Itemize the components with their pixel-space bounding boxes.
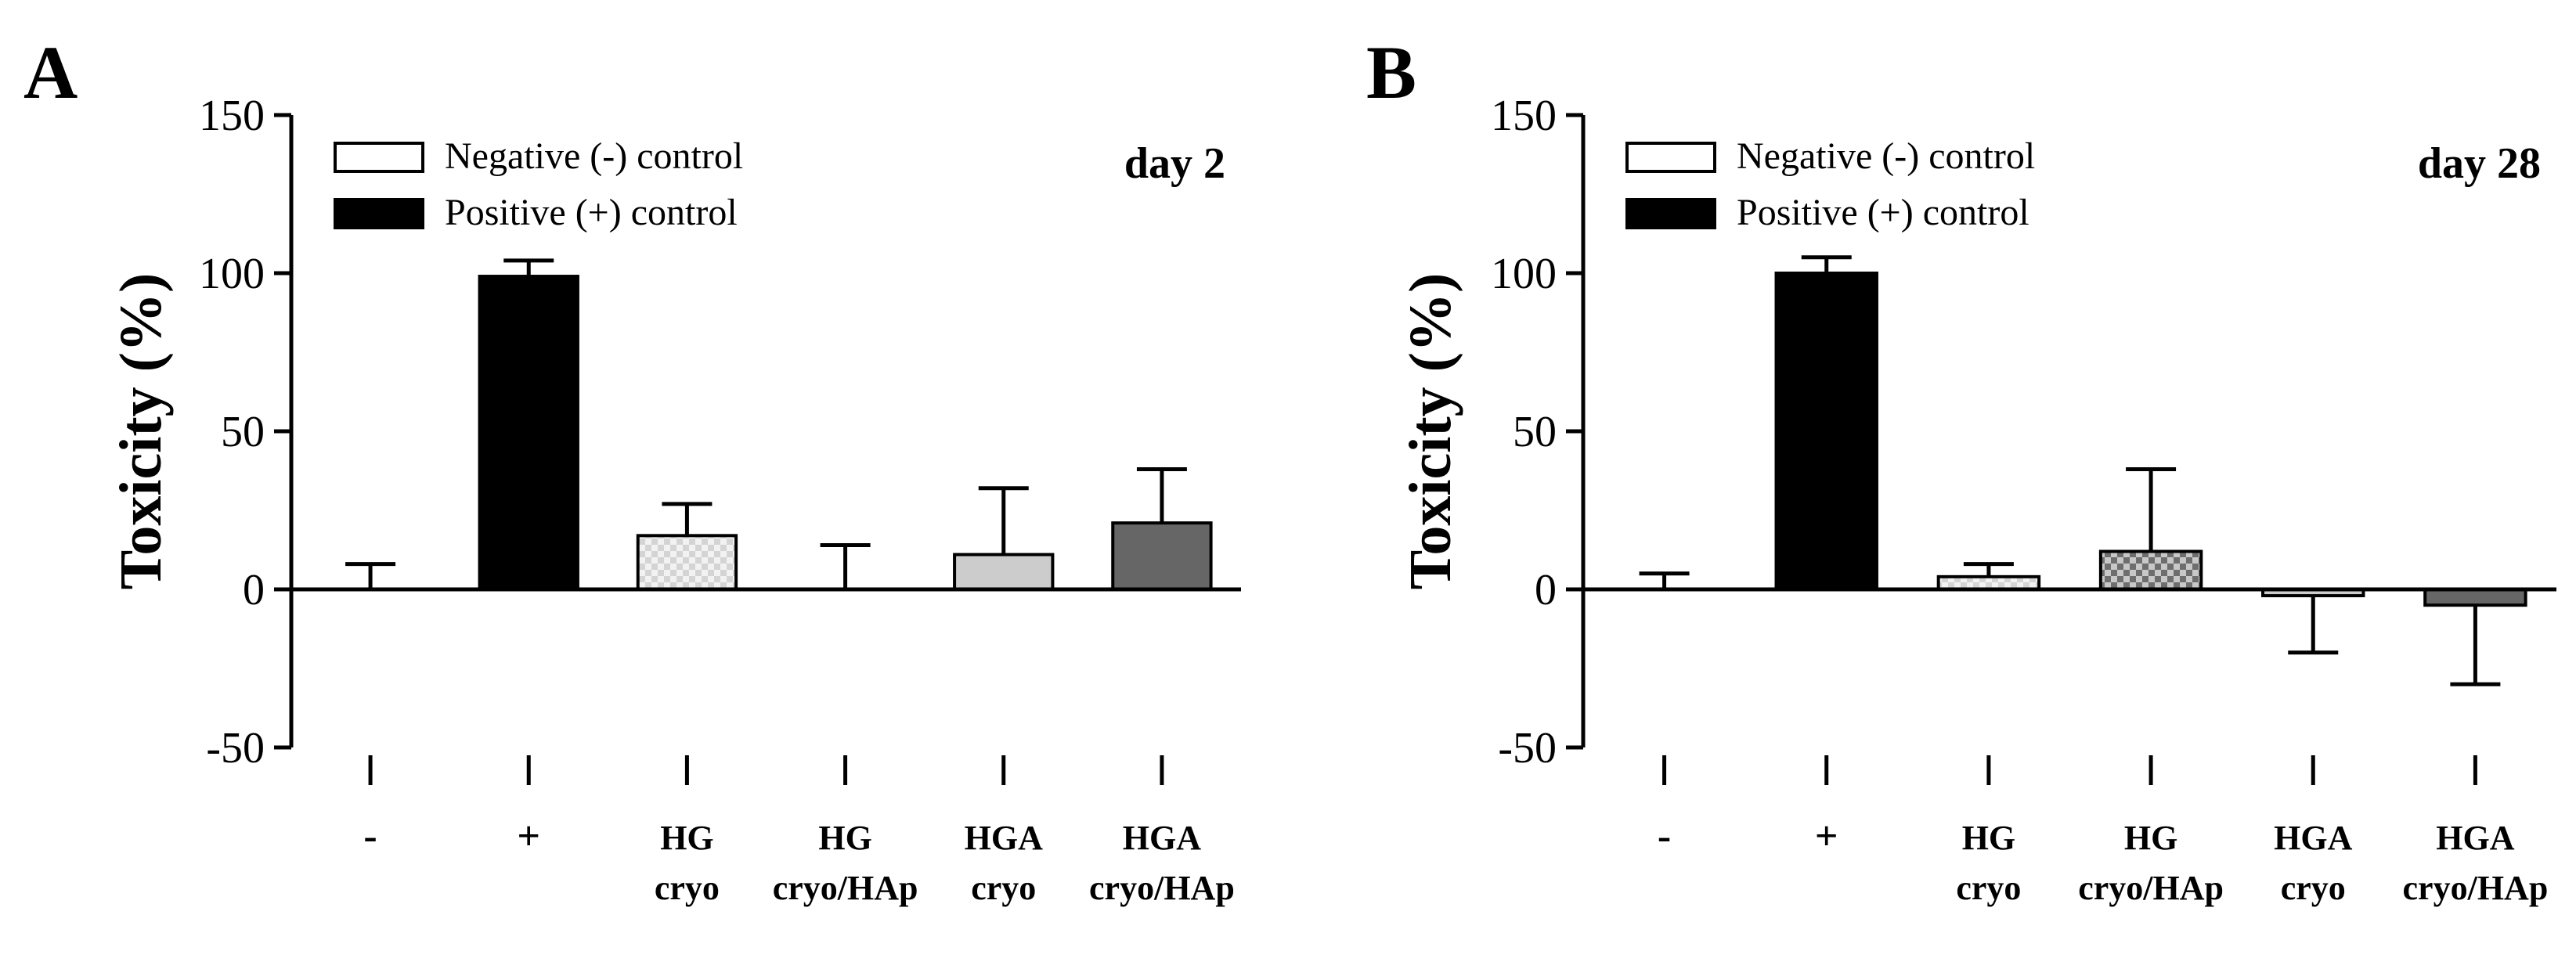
category-label: HG [1962, 819, 2015, 857]
bar [953, 553, 1055, 591]
category-label: cryo [2281, 869, 2346, 907]
y-axis-label: Toxicity (%) [1398, 273, 1463, 590]
category-label: cryo/HAp [2403, 869, 2549, 907]
bar [2423, 588, 2527, 607]
y-tick-label: 100 [1491, 250, 1557, 298]
day-label: day 28 [2418, 139, 2541, 188]
bar [636, 534, 738, 592]
category-label: cryo [655, 869, 720, 907]
panel-letter: A [23, 31, 78, 114]
category-label: HGA [1123, 819, 1201, 857]
category-label: + [517, 814, 540, 859]
bar [1111, 521, 1213, 591]
legend-swatch [334, 142, 424, 173]
category-label: HG [818, 819, 871, 857]
category-label: cryo [971, 869, 1036, 907]
chart-panel-a: A Toxicity (%) -50 0 50 100 150 - + HG cryo HG cryo/… [23, 31, 1241, 907]
category-label: + [1815, 814, 1838, 859]
category-label: - [363, 814, 377, 859]
panel-letter: B [1366, 31, 1416, 114]
category-label: HGA [2274, 819, 2352, 857]
day-label: day 2 [1124, 139, 1225, 188]
legend-swatch [1625, 198, 1716, 229]
category-label: cryo/HAp [2078, 869, 2224, 907]
chart-panel-b: B Toxicity (%) -50 0 50 100 150 - + HG cryo HG cryo/… [1366, 31, 2556, 907]
category-label: HG [2124, 819, 2177, 857]
bar [1774, 272, 1878, 591]
y-tick-label: 150 [1491, 92, 1557, 140]
bar [478, 275, 579, 591]
y-tick-label: 50 [221, 408, 265, 456]
y-axis-label: Toxicity (%) [108, 273, 174, 590]
category-label: HGA [2436, 819, 2514, 857]
y-tick-label: 150 [199, 92, 265, 140]
y-tick-label: 0 [1535, 566, 1557, 614]
category-label: cryo/HAp [773, 869, 918, 907]
category-label: HGA [965, 819, 1043, 857]
y-tick-label: 50 [1513, 408, 1557, 456]
legend-swatch [1625, 142, 1716, 173]
category-label: - [1658, 814, 1671, 859]
category-label: cryo [1956, 869, 2021, 907]
category-label: cryo/HAp [1089, 869, 1235, 907]
category-label: HG [660, 819, 713, 857]
legend-label: Positive (+) control [445, 192, 738, 233]
y-tick-label: 0 [243, 566, 265, 614]
y-tick-label: -50 [206, 724, 265, 773]
bar [2098, 549, 2203, 592]
legend-label: Negative (-) control [445, 135, 743, 177]
legend-label: Negative (-) control [1737, 135, 2035, 177]
y-tick-label: 100 [199, 250, 265, 298]
legend-label: Positive (+) control [1737, 192, 2029, 233]
y-tick-label: -50 [1498, 724, 1557, 773]
legend-swatch [334, 198, 424, 229]
